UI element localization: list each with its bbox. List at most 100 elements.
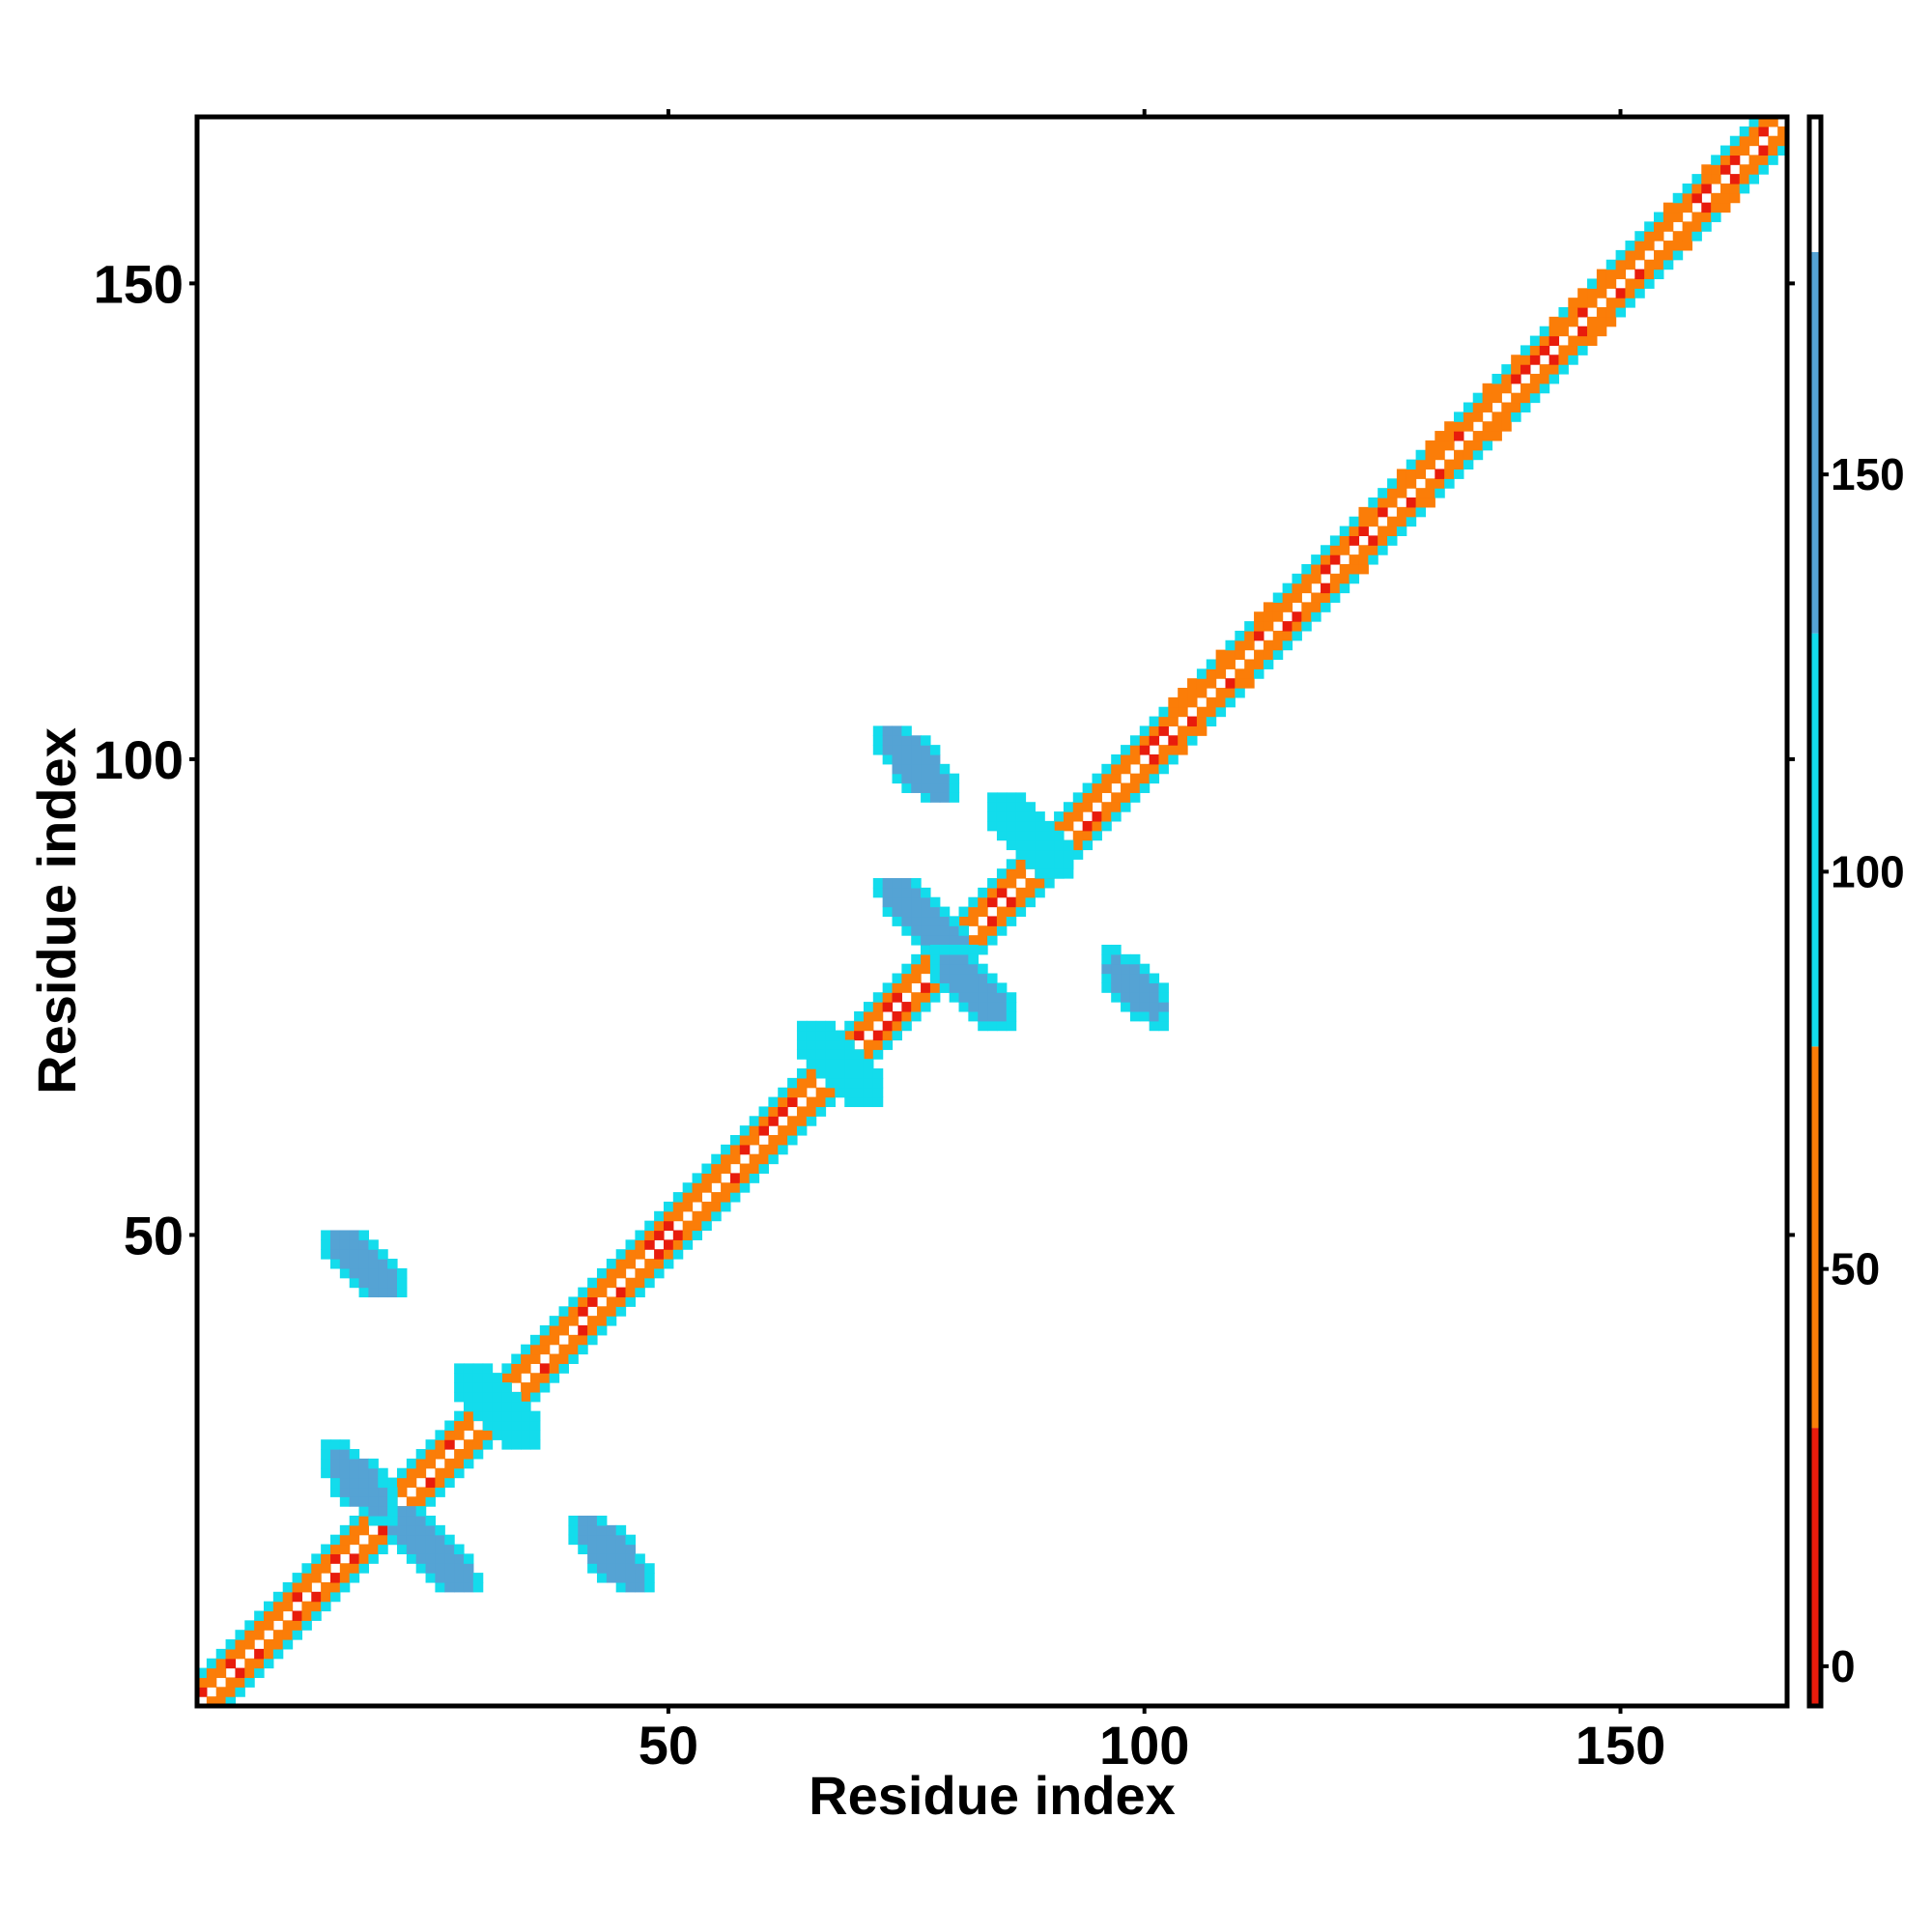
heatmap-cell xyxy=(1321,563,1331,575)
heatmap-cell xyxy=(578,1287,588,1298)
heatmap-cell xyxy=(1187,688,1198,698)
heatmap-cell xyxy=(1596,307,1607,318)
heatmap-cell xyxy=(844,1077,855,1089)
heatmap-cell xyxy=(368,1239,379,1250)
heatmap-cell xyxy=(349,1515,360,1526)
heatmap-cell xyxy=(1149,725,1160,736)
heatmap-cell xyxy=(778,1106,788,1117)
heatmap-cell xyxy=(1015,896,1027,908)
heatmap-cell xyxy=(349,1249,360,1260)
heatmap-cell xyxy=(921,953,931,965)
heatmap-cell xyxy=(625,1287,636,1298)
heatmap-cell xyxy=(301,1620,312,1631)
heatmap-cell xyxy=(1025,802,1036,812)
heatmap-cell xyxy=(1454,449,1464,461)
heatmap-cell xyxy=(1329,573,1341,584)
heatmap-cell xyxy=(1729,135,1741,147)
heatmap-cell xyxy=(815,1049,827,1060)
heatmap-cell xyxy=(387,1477,398,1489)
heatmap-cell xyxy=(587,1277,598,1289)
heatmap-cell xyxy=(1329,554,1341,565)
heatmap-cell xyxy=(482,1401,494,1412)
heatmap-cell xyxy=(349,1259,360,1269)
heatmap-cell xyxy=(215,1696,227,1707)
heatmap-cell xyxy=(387,1496,398,1507)
heatmap-cell xyxy=(663,1210,674,1222)
heatmap-cell xyxy=(1129,782,1141,793)
heatmap-cell xyxy=(825,1068,836,1079)
heatmap-cell xyxy=(1282,602,1293,612)
heatmap-cell xyxy=(635,1277,645,1289)
heatmap-cell xyxy=(1768,155,1778,165)
heatmap-cell xyxy=(1548,316,1560,327)
heatmap-cell xyxy=(1082,782,1094,793)
heatmap-cell xyxy=(987,811,998,822)
heatmap-cell xyxy=(929,792,941,803)
heatmap-cell xyxy=(1292,573,1302,584)
heatmap-cell xyxy=(1121,973,1131,983)
heatmap-cell xyxy=(558,1324,569,1336)
heatmap-cell xyxy=(854,1059,865,1069)
heatmap-cell xyxy=(482,1420,494,1431)
heatmap-cell xyxy=(958,916,969,926)
heatmap-cell xyxy=(1244,621,1255,632)
heatmap-cell xyxy=(701,1163,712,1174)
heatmap-cell xyxy=(396,1524,408,1536)
heatmap-cell xyxy=(978,906,988,918)
heatmap-cell xyxy=(1158,716,1169,727)
heatmap-cell xyxy=(1472,402,1484,412)
heatmap-cell xyxy=(921,745,931,755)
heatmap-cell xyxy=(1329,545,1341,555)
heatmap-cell xyxy=(1111,763,1122,775)
heatmap-cell xyxy=(663,1220,674,1232)
heatmap-cell xyxy=(492,1430,502,1440)
heatmap-cell xyxy=(806,1030,817,1041)
heatmap-cell xyxy=(606,1544,617,1554)
heatmap-cell xyxy=(1435,469,1445,479)
heatmap-cell xyxy=(739,1182,751,1193)
heatmap-cell xyxy=(454,1458,465,1469)
heatmap-cell xyxy=(406,1458,417,1469)
heatmap-cell xyxy=(1187,696,1198,708)
heatmap-cell xyxy=(1548,326,1560,337)
heatmap-cell xyxy=(1025,830,1036,841)
heatmap-cell xyxy=(654,1259,665,1269)
heatmap-cell xyxy=(263,1620,274,1631)
heatmap-cell xyxy=(1254,630,1264,641)
heatmap-cell xyxy=(844,1039,855,1050)
heatmap-cell xyxy=(396,1287,408,1298)
heatmap-cell xyxy=(1349,516,1360,527)
heatmap-cell xyxy=(1149,1020,1160,1032)
heatmap-cell xyxy=(368,1458,379,1469)
heatmap-cell xyxy=(692,1220,702,1232)
heatmap-cell xyxy=(329,1591,341,1603)
heatmap-cell xyxy=(1178,725,1188,736)
heatmap-cell xyxy=(368,1487,379,1497)
heatmap-cell xyxy=(1015,906,1027,918)
heatmap-cell xyxy=(1215,649,1227,661)
heatmap-cell xyxy=(1158,753,1169,765)
heatmap-cell xyxy=(1178,706,1188,718)
heatmap-cell xyxy=(568,1344,579,1355)
heatmap-cell xyxy=(578,1544,588,1554)
heatmap-cell xyxy=(721,1182,731,1193)
heatmap-cell xyxy=(615,1534,627,1546)
heatmap-cell xyxy=(1539,335,1550,347)
heatmap-cell xyxy=(454,1391,465,1403)
colorbar-band xyxy=(1809,251,1821,634)
heatmap-cell xyxy=(863,1059,874,1069)
heatmap-cell xyxy=(1492,431,1502,441)
heatmap-cell xyxy=(1425,497,1435,508)
heatmap-cell xyxy=(606,1277,617,1289)
heatmap-cell xyxy=(892,773,902,784)
heatmap-cell xyxy=(482,1373,494,1383)
heatmap-cell xyxy=(329,1487,341,1497)
heatmap-cell xyxy=(492,1391,502,1403)
heatmap-cell xyxy=(1520,402,1531,412)
heatmap-cell xyxy=(711,1201,722,1212)
heatmap-cell xyxy=(368,1534,379,1546)
heatmap-cell xyxy=(1111,792,1122,803)
heatmap-cell xyxy=(796,1077,808,1089)
heatmap-cell xyxy=(368,1477,379,1489)
